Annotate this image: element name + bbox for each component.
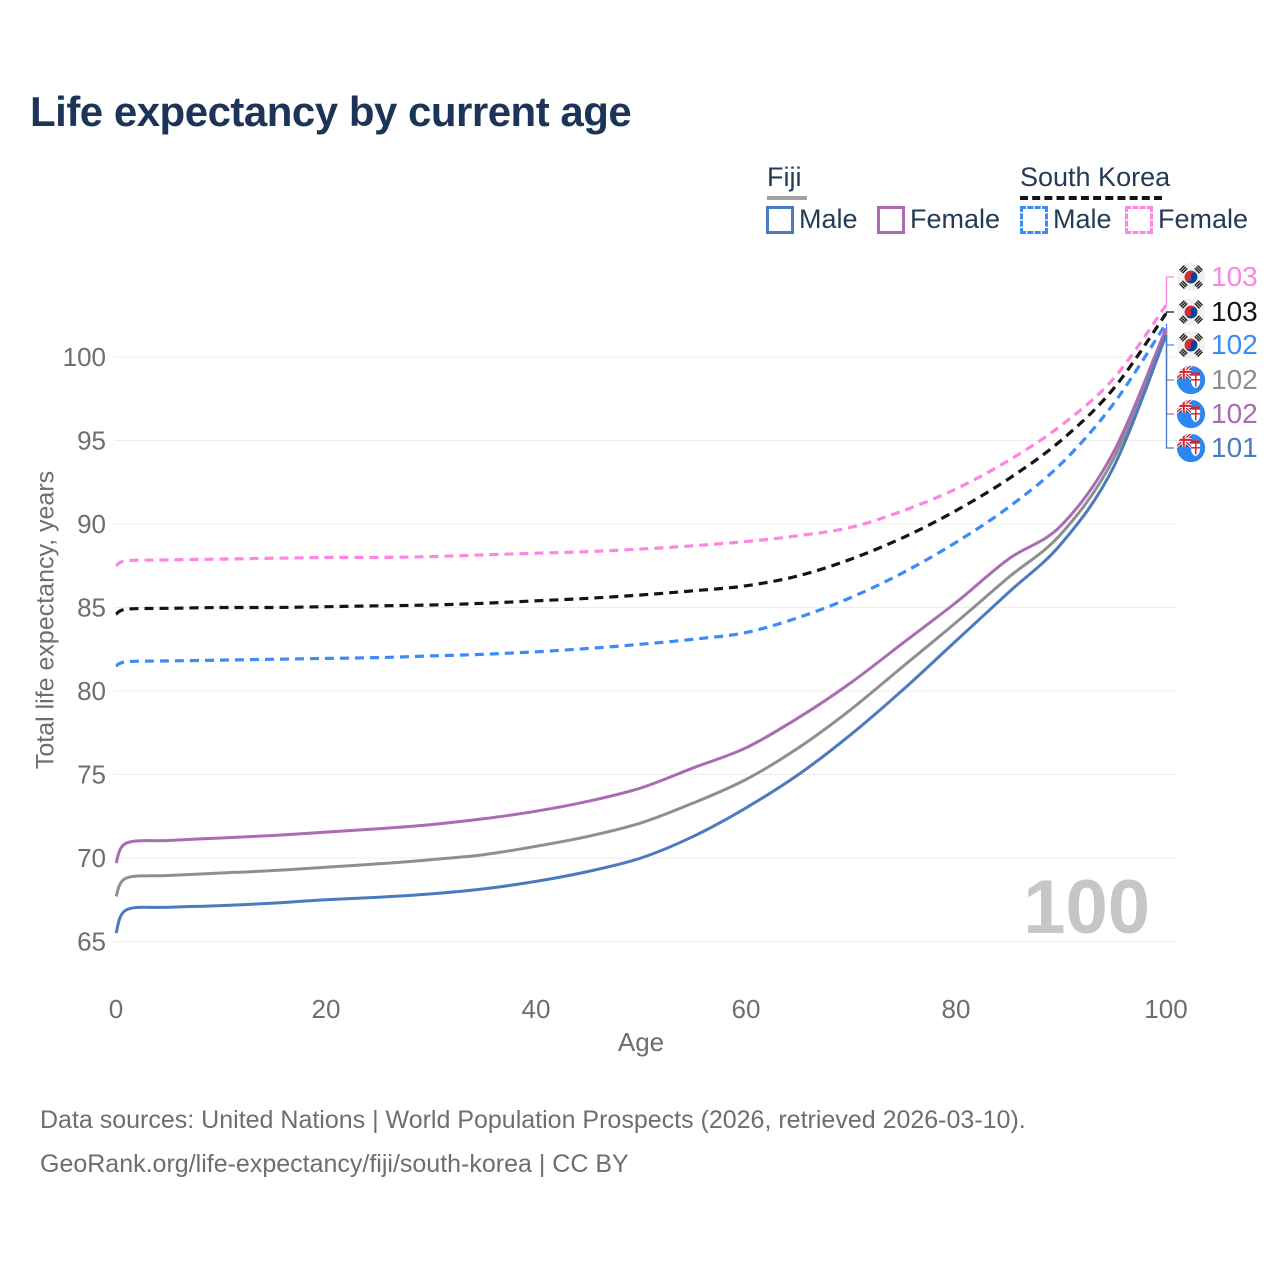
x-tick-label: 60 (732, 994, 761, 1024)
leader-line-south-korea-female (1165, 276, 1174, 306)
fiji-line-swatch (767, 196, 807, 200)
series-line-fiji-male[interactable] (114, 334, 1168, 934)
x-axis-title: Age (617, 1027, 665, 1057)
footer: Data sources: United Nations | World Pop… (40, 1106, 1026, 1194)
end-label-value: 102 (1211, 329, 1258, 360)
y-tick-label: 85 (77, 593, 106, 623)
fiji-flag-icon (1176, 365, 1206, 395)
leader-line-south-korea-male (1165, 323, 1174, 346)
end-label-row-fiji-total: 102 (1176, 364, 1258, 396)
footer-attribution: GeoRank.org/life-expectancy/fiji/south-k… (40, 1150, 629, 1178)
legend-fiji-male-label: Male (799, 204, 858, 234)
leader-line-fiji-male (1165, 335, 1174, 449)
leader-line-south-korea-total (1165, 311, 1174, 314)
legend-south-korea-label: South Korea (1020, 162, 1171, 192)
x-tick-label: 100 (1144, 994, 1187, 1024)
south-korea-female-swatch (1125, 205, 1153, 234)
end-label-value: 102 (1211, 364, 1258, 395)
fiji-female-swatch (877, 205, 905, 234)
end-label-value: 102 (1211, 398, 1258, 429)
legend-group-south-korea[interactable]: South Korea (1020, 162, 1170, 200)
fiji-flag-icon (1176, 433, 1206, 463)
end-label-row-fiji-female: 102 (1176, 398, 1258, 430)
legend-fiji-label: Fiji (767, 162, 802, 192)
legend-item-fiji-female[interactable]: Female (877, 204, 1000, 235)
footer-data-sources: Data sources: United Nations | World Pop… (40, 1106, 1026, 1134)
south-korea-flag-icon (1176, 262, 1206, 292)
series-line-fiji-female[interactable] (114, 328, 1168, 864)
south-korea-flag-icon (1176, 330, 1206, 360)
x-tick-label: 20 (312, 994, 341, 1024)
x-tick-label: 80 (942, 994, 971, 1024)
end-label-row-south-korea-male: 102 (1176, 329, 1258, 361)
fiji-male-swatch (766, 205, 794, 234)
axis-tick-labels: 65 70 75 80 85 90 95 100 0 20 40 60 80 100 (63, 342, 1188, 1024)
x-tick-label: 40 (522, 994, 551, 1024)
leader-line-fiji-female (1165, 328, 1174, 415)
y-axis-title: Total life expectancy, years (31, 470, 60, 770)
legend-south-korea-female-label: Female (1158, 204, 1249, 234)
legend-fiji-female-label: Female (910, 204, 1001, 234)
end-label-row-south-korea-female: 103 (1176, 261, 1258, 293)
series-line-south-korea-male[interactable] (115, 322, 1168, 668)
leader-line-fiji-total (1165, 331, 1174, 381)
y-tick-label: 90 (77, 509, 106, 539)
x-tick-label: 0 (109, 994, 123, 1024)
gridlines (114, 356, 1177, 942)
south-korea-flag-icon (1176, 297, 1206, 327)
series-line-south-korea-female[interactable] (115, 304, 1168, 568)
age-watermark: 100 (1023, 865, 1150, 950)
legend-group-fiji[interactable]: Fiji (767, 162, 807, 200)
legend-item-south-korea-female[interactable]: Female (1125, 204, 1248, 235)
y-tick-label: 75 (77, 760, 106, 790)
series-lines (114, 304, 1168, 934)
legend-item-fiji-male[interactable]: Male (766, 204, 858, 235)
south-korea-line-swatch (1020, 196, 1162, 200)
y-tick-label: 70 (77, 843, 106, 873)
y-tick-label: 65 (77, 927, 106, 957)
y-tick-label: 95 (77, 426, 106, 456)
end-label-value: 103 (1211, 296, 1258, 327)
page-title: Life expectancy by current age (30, 88, 632, 135)
y-tick-label: 100 (63, 342, 106, 372)
end-label-value: 103 (1211, 261, 1258, 292)
end-label-row-fiji-male: 101 (1176, 432, 1258, 464)
south-korea-male-swatch (1020, 205, 1048, 234)
end-label-value: 101 (1211, 432, 1258, 463)
fiji-flag-icon (1176, 399, 1206, 429)
series-line-south-korea-total[interactable] (115, 312, 1168, 616)
y-tick-label: 80 (77, 676, 106, 706)
end-label-row-south-korea-total: 103 (1176, 296, 1258, 328)
series-line-fiji-total[interactable] (114, 331, 1168, 898)
legend-south-korea-male-label: Male (1053, 204, 1112, 234)
leader-lines (1165, 276, 1174, 449)
legend-item-south-korea-male[interactable]: Male (1020, 204, 1112, 235)
